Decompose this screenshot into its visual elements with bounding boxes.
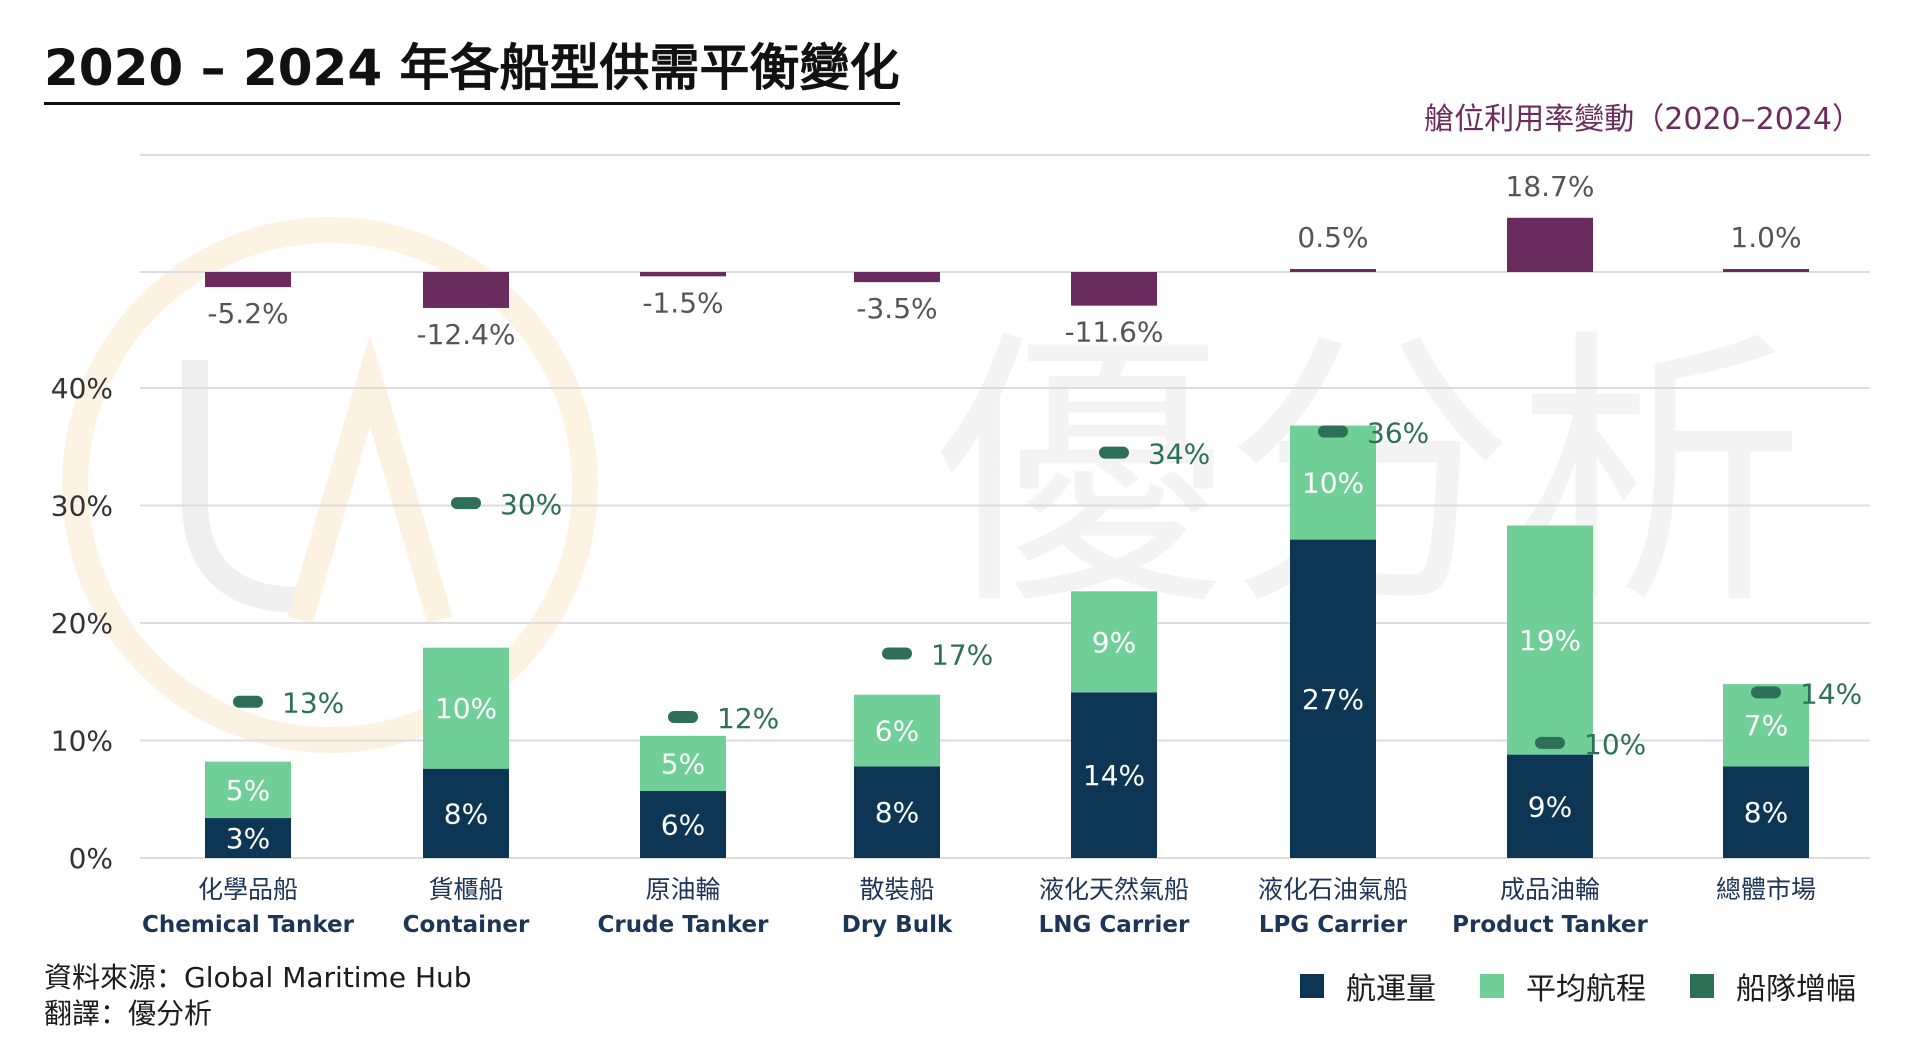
bar-volume — [1071, 692, 1157, 858]
label-distance: 5% — [226, 774, 270, 807]
label-fleet: 34% — [1148, 438, 1210, 471]
category-label-en: LPG Carrier — [1259, 912, 1408, 938]
utilization-label: -3.5% — [856, 292, 937, 325]
utilization-label: -5.2% — [207, 297, 288, 330]
legend-label-fleet: 船隊增幅 — [1736, 972, 1856, 1007]
label-fleet: 12% — [717, 702, 779, 735]
label-fleet: 14% — [1800, 677, 1862, 710]
category-label-zh: 液化天然氣船 — [1039, 875, 1189, 904]
category-label-en: Product Tanker — [1452, 912, 1648, 938]
bar-distance — [423, 647, 509, 769]
category-label-zh: 散裝船 — [859, 875, 934, 904]
marker-fleet — [1751, 686, 1781, 699]
utilization-bar — [854, 272, 940, 283]
category-label-en: Crude Tanker — [598, 912, 770, 938]
category-label-en: Dry Bulk — [842, 912, 953, 938]
utilization-label: -11.6% — [1064, 316, 1163, 349]
utilization-label: -1.5% — [642, 286, 723, 319]
bar-distance — [854, 694, 940, 767]
bar-volume — [205, 818, 291, 858]
source-note: 資料來源：Global Maritime Hub 翻譯：優分析 — [44, 960, 472, 1032]
category-label-en: LNG Carrier — [1039, 912, 1190, 938]
label-fleet: 36% — [1367, 416, 1429, 449]
legend-item-fleet: 船隊增幅 — [1690, 964, 1856, 1008]
utilization-bar — [1507, 217, 1593, 272]
legend-label-volume: 航運量 — [1346, 972, 1436, 1007]
marker-fleet — [1099, 446, 1129, 459]
marker-fleet — [451, 497, 481, 510]
bar-distance — [1290, 425, 1376, 540]
source-line: 資料來源：Global Maritime Hub — [44, 961, 472, 994]
label-fleet: 30% — [500, 488, 562, 521]
label-volume: 3% — [226, 822, 270, 855]
category-label-zh: 化學品船 — [198, 875, 298, 904]
utilization-bar — [640, 272, 726, 277]
utilization-label: 1.0% — [1730, 221, 1801, 254]
translation-line: 翻譯：優分析 — [44, 997, 213, 1030]
marker-fleet — [668, 711, 698, 723]
label-distance: 7% — [1744, 709, 1788, 742]
label-distance: 6% — [875, 715, 919, 748]
label-fleet: 10% — [1584, 728, 1646, 761]
utilization-bar — [205, 272, 291, 288]
utilization-bar — [423, 272, 509, 308]
legend-swatch-volume — [1300, 974, 1324, 998]
category-label-zh: 總體市場 — [1716, 875, 1816, 904]
label-volume: 6% — [661, 809, 705, 842]
label-distance: 9% — [1092, 626, 1136, 659]
y-tick-label: 10% — [51, 725, 113, 758]
utilization-label: -12.4% — [416, 318, 515, 351]
bar-volume — [1723, 766, 1809, 858]
chart-subtitle: 艙位利用率變動（2020–2024） — [1424, 102, 1862, 137]
label-volume: 8% — [444, 797, 488, 830]
category-label-zh: 貨櫃船 — [428, 875, 503, 904]
y-tick-label: 30% — [51, 490, 113, 523]
label-distance: 10% — [1302, 467, 1364, 500]
legend-swatch-fleet — [1690, 974, 1714, 998]
category-label-zh: 原油輪 — [645, 875, 720, 904]
utilization-label: 0.5% — [1297, 221, 1368, 254]
bar-volume — [640, 791, 726, 858]
bar-distance — [205, 761, 291, 819]
marker-fleet — [882, 647, 912, 660]
label-fleet: 13% — [282, 687, 344, 720]
utilization-label: 18.7% — [1506, 170, 1595, 203]
marker-fleet — [1535, 736, 1565, 749]
bar-volume — [1290, 539, 1376, 858]
label-distance: 19% — [1519, 624, 1581, 657]
label-volume: 14% — [1083, 759, 1145, 792]
category-label-zh: 液化石油氣船 — [1258, 875, 1408, 904]
y-tick-label: 0% — [69, 842, 113, 875]
bar-distance — [1507, 525, 1593, 755]
category-label-en: Chemical Tanker — [142, 912, 355, 938]
label-volume: 9% — [1528, 790, 1572, 823]
legend: 航運量 平均航程 船隊增幅 — [1300, 964, 1856, 1008]
utilization-bar — [1071, 272, 1157, 306]
label-distance: 10% — [435, 692, 497, 725]
page-title: 2020 – 2024 年各船型供需平衡變化 — [44, 39, 900, 105]
bar-distance — [1071, 591, 1157, 693]
utilization-bar — [1723, 269, 1809, 272]
marker-fleet — [233, 695, 263, 708]
label-volume: 8% — [875, 796, 919, 829]
label-volume: 8% — [1744, 796, 1788, 829]
label-volume: 27% — [1302, 683, 1364, 716]
marker-fleet — [1318, 425, 1348, 438]
legend-item-distance: 平均航程 — [1480, 964, 1646, 1008]
bar-volume — [1507, 754, 1593, 858]
bar-volume — [423, 768, 509, 858]
legend-item-volume: 航運量 — [1300, 964, 1436, 1008]
label-distance: 5% — [661, 747, 705, 780]
category-label-zh: 成品油輪 — [1500, 875, 1600, 904]
label-fleet: 17% — [931, 639, 993, 672]
bar-distance — [640, 735, 726, 792]
utilization-bar — [1290, 269, 1376, 272]
legend-swatch-distance — [1480, 974, 1504, 998]
bar-volume — [854, 766, 940, 858]
category-label-en: Container — [403, 912, 530, 938]
legend-label-distance: 平均航程 — [1526, 972, 1646, 1007]
y-tick-label: 40% — [51, 372, 113, 405]
y-tick-label: 20% — [51, 607, 113, 640]
